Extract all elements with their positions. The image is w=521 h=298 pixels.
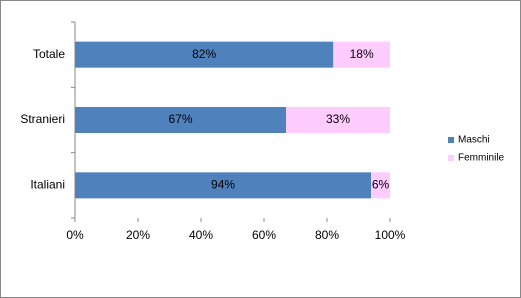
data-label: 82% bbox=[192, 47, 216, 61]
x-tick-label: 20% bbox=[126, 228, 150, 242]
y-tick-label: Italiani bbox=[30, 178, 65, 192]
bar-segment bbox=[333, 41, 390, 68]
data-label: 67% bbox=[169, 112, 193, 126]
bar-segment bbox=[75, 41, 334, 68]
data-label: 18% bbox=[350, 47, 374, 61]
bar-segment bbox=[371, 172, 390, 199]
x-tick-label: 40% bbox=[189, 228, 213, 242]
x-tick-label: 100% bbox=[375, 228, 406, 242]
legend-swatch bbox=[448, 155, 454, 161]
bar-segment bbox=[286, 107, 390, 133]
x-tick-label: 60% bbox=[252, 228, 276, 242]
bar-segment bbox=[75, 107, 287, 133]
y-tick-label: Totale bbox=[33, 47, 65, 61]
data-label: 94% bbox=[211, 178, 235, 192]
bar-segment bbox=[75, 172, 372, 199]
data-label: 33% bbox=[326, 112, 350, 126]
x-tick-label: 0% bbox=[66, 228, 84, 242]
legend-label: Maschi bbox=[458, 135, 490, 146]
legend-label: Femminile bbox=[458, 153, 505, 164]
x-tick-label: 80% bbox=[315, 228, 339, 242]
data-label: 6% bbox=[372, 178, 390, 192]
y-tick-label: Stranieri bbox=[20, 112, 65, 126]
legend-swatch bbox=[448, 137, 454, 143]
